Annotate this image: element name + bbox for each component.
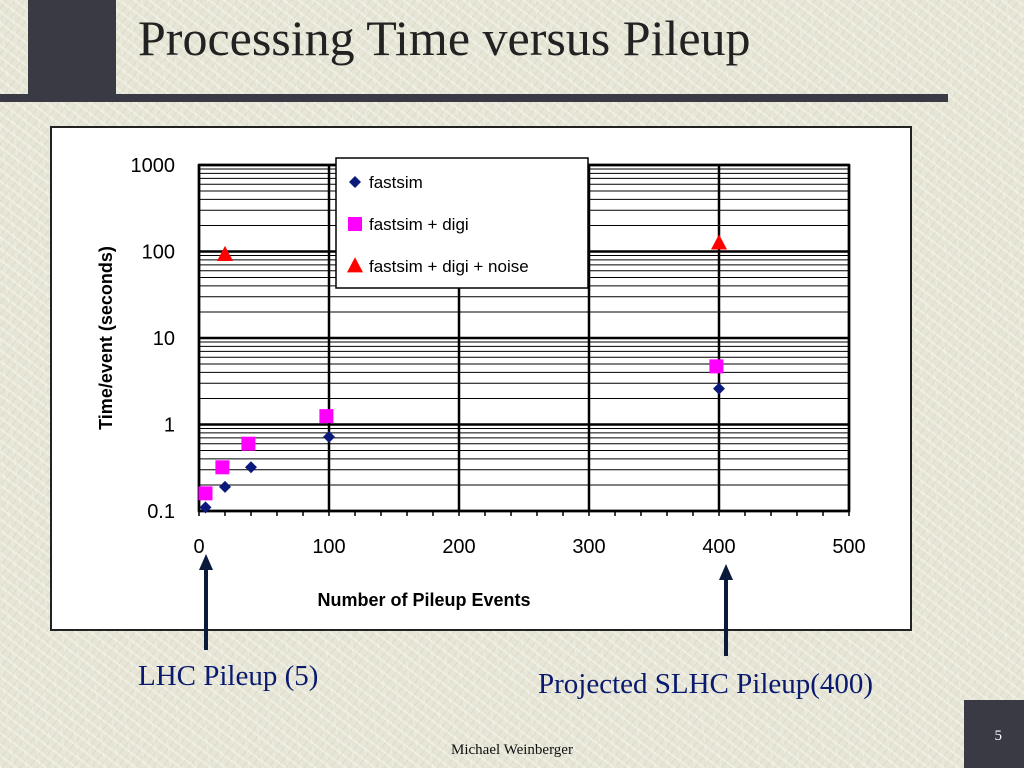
y-axis-title: Time/event (seconds) [96, 246, 116, 430]
slhc-pileup-label: Projected SLHC Pileup(400) [538, 668, 874, 700]
x-tick-label: 0 [193, 536, 204, 558]
x-tick-label: 300 [572, 536, 605, 558]
y-tick-label: 100 [142, 242, 175, 264]
x-tick-label: 100 [312, 536, 345, 558]
lhc-arrow [199, 554, 213, 650]
lhc-pileup-label: LHC Pileup (5) [138, 660, 319, 692]
x-axis-title: Number of Pileup Events [317, 590, 530, 610]
y-tick-label: 1000 [131, 155, 176, 177]
series-0-point [245, 461, 257, 474]
y-tick-label: 0.1 [147, 501, 175, 523]
series-0-point [219, 480, 231, 493]
title-rule [0, 94, 948, 102]
title-corner-block [28, 0, 116, 97]
slhc-arrow [719, 564, 733, 656]
series-1-point [198, 486, 213, 501]
series-1-point [241, 436, 256, 451]
page-number: 5 [994, 728, 1003, 744]
chart-frame: 0 100 200 300 400 500 0.1 1 10 100 1000 Number of P… [50, 126, 912, 631]
legend-marker [348, 217, 362, 231]
y-tick-label: 10 [153, 328, 175, 350]
x-tick-label: 400 [702, 536, 735, 558]
legend-marker [349, 176, 361, 188]
series-1-point [709, 359, 724, 374]
footer-author: Michael Weinberger [451, 742, 573, 758]
legend-label: fastsim + digi [369, 215, 469, 234]
series-0-point [713, 382, 725, 395]
x-tick-label: 500 [832, 536, 865, 558]
y-tick-label: 1 [164, 415, 175, 437]
pileup-chart: 0 100 200 300 400 500 0.1 1 10 100 1000 Number of P… [96, 155, 866, 610]
legend-marker [347, 257, 363, 273]
series-1-point [319, 409, 334, 424]
series-2-point [711, 234, 727, 250]
slide-title: Processing Time versus Pileup [138, 10, 751, 66]
series-0-point [323, 430, 335, 443]
legend-label: fastsim [369, 173, 423, 192]
legend-label: fastsim + digi + noise [369, 257, 529, 276]
x-tick-label: 200 [442, 536, 475, 558]
series-0-point [199, 501, 212, 514]
chart-legend [335, 157, 589, 289]
series-2-point [217, 245, 233, 262]
page-number-box: 5 [964, 700, 1024, 768]
series-1-point [215, 460, 230, 475]
